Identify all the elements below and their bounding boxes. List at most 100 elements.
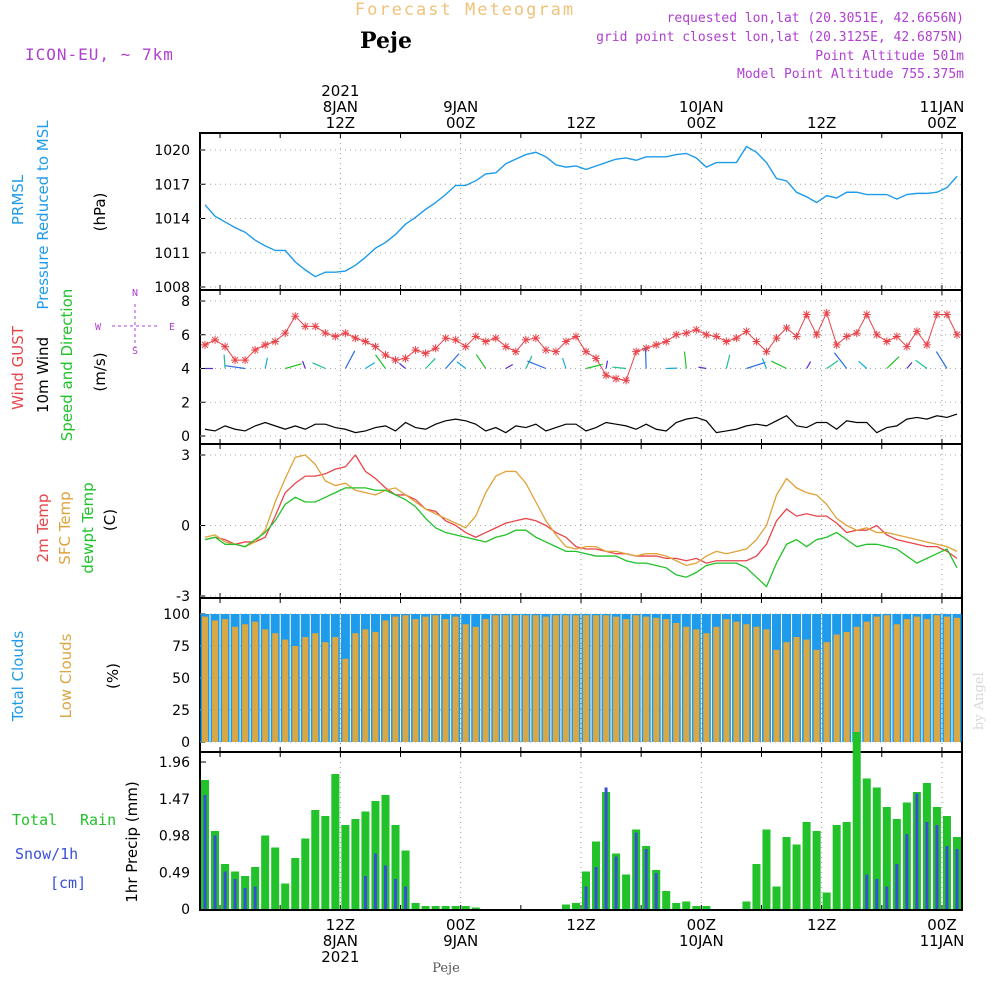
y-tick-label: 0	[181, 902, 190, 918]
rain-bar	[281, 883, 290, 909]
sfc-temp-label: SFC Temp	[56, 491, 74, 564]
y-tick-label: 1008	[154, 280, 190, 296]
top-time-label: 11JAN	[920, 98, 965, 116]
rain-bar	[291, 858, 300, 909]
gust-marker	[391, 356, 400, 365]
rain-bar	[882, 807, 891, 909]
gust-marker	[822, 308, 831, 317]
requested-coords: requested lon,lat (20.3051E, 42.6656N)	[667, 11, 964, 26]
model-altitude: Model Point Altitude 755.375m	[737, 67, 964, 82]
rain-bar	[852, 732, 861, 909]
pressure-unit-label: (hPa)	[91, 193, 109, 232]
y-tick-label: 0	[181, 429, 190, 445]
gust-marker	[451, 335, 460, 344]
low-clouds-bar	[302, 637, 309, 742]
rain-bar	[421, 906, 430, 909]
wind-direction-arrow	[561, 357, 567, 369]
rain-bar	[301, 838, 310, 909]
gust-marker	[692, 325, 701, 334]
rain-bar	[772, 886, 781, 909]
snow-bar	[213, 835, 217, 909]
wind-direction-arrow	[375, 354, 386, 369]
low-clouds-bar	[212, 620, 219, 742]
rain-bar	[662, 891, 671, 909]
rain-bar	[842, 822, 851, 909]
rain-bar	[682, 901, 691, 909]
wind-direction-arrow	[698, 366, 707, 370]
gust-marker	[231, 356, 240, 365]
gust-marker	[551, 347, 560, 356]
temp2m-label: 2m Temp	[34, 494, 52, 563]
wind-direction-arrow	[605, 360, 609, 369]
rain-bar	[792, 844, 801, 909]
bottom-time-label: 11JAN	[920, 932, 965, 950]
gust-marker	[772, 334, 781, 343]
gust-marker	[912, 327, 921, 336]
y-tick-label: 1020	[154, 143, 190, 159]
low-clouds-bar	[643, 616, 650, 742]
bottom-time-label: 8JAN	[323, 932, 358, 950]
gust-marker	[762, 347, 771, 356]
watermark: by Angel	[972, 672, 987, 730]
rain-bar	[401, 850, 410, 909]
snow-bar	[243, 888, 247, 909]
gust-marker	[321, 329, 330, 338]
clouds-unit-label: (%)	[104, 663, 122, 689]
wind-direction-arrow	[425, 358, 436, 369]
gust-marker	[351, 334, 360, 343]
snow-bar	[373, 853, 377, 909]
snow-bar	[394, 879, 398, 909]
wind-direction-arrow	[761, 358, 768, 369]
y-tick-label: 1.96	[159, 755, 190, 771]
rain-bar	[351, 819, 360, 909]
snow-bar	[584, 886, 588, 909]
rain-bar	[381, 795, 390, 909]
top-time-label: 8JAN	[323, 98, 358, 116]
gust-marker	[952, 330, 961, 339]
low-clouds-bar	[733, 621, 740, 742]
gust-marker	[481, 337, 490, 346]
wind-direction-arrow	[725, 354, 731, 369]
wind-direction-arrow	[223, 354, 226, 369]
y-tick-label: 1017	[154, 177, 190, 193]
low-clouds-bar	[913, 616, 920, 742]
low-clouds-bar	[362, 629, 369, 742]
rain-bar	[261, 835, 270, 909]
gust-marker	[832, 340, 841, 349]
gust-marker	[211, 335, 220, 344]
gust-marker	[842, 332, 851, 341]
gust-marker	[612, 374, 621, 383]
y-tick-label: 8	[181, 294, 190, 310]
gust-marker	[461, 342, 470, 351]
top-time-label: 00Z	[927, 114, 956, 132]
snow-unit-label: [cm]	[50, 874, 86, 892]
wind-direction-arrow	[301, 360, 306, 369]
rain-bar	[431, 906, 440, 909]
y-tick-label: 25	[172, 703, 190, 719]
rain-bar	[762, 829, 771, 909]
gust-marker	[521, 335, 530, 344]
low-clouds-bar	[492, 615, 499, 742]
rain-bar	[872, 787, 881, 909]
gust-marker	[592, 354, 601, 363]
snow-bar	[203, 795, 207, 909]
total-rain-label-2: Rain	[80, 811, 116, 829]
low-clouds-bar	[502, 615, 509, 742]
total-clouds-label: Total Clouds	[9, 631, 27, 723]
top-time-label: 00Z	[687, 114, 716, 132]
low-clouds-bar	[883, 615, 890, 742]
rain-bar	[802, 822, 811, 909]
compass-s: S	[132, 346, 138, 357]
low-clouds-bar	[442, 619, 449, 742]
rain-bar	[752, 864, 761, 909]
low-clouds-bar	[222, 619, 229, 742]
low-clouds-bar	[392, 616, 399, 742]
gust-marker	[932, 310, 941, 319]
gust-marker	[622, 376, 631, 385]
gust-marker	[872, 330, 881, 339]
gust-marker	[782, 324, 791, 332]
gust-marker	[331, 332, 340, 341]
top-time-label: 9JAN	[443, 98, 478, 116]
gust-marker	[281, 329, 290, 338]
snow-bar	[945, 846, 949, 909]
